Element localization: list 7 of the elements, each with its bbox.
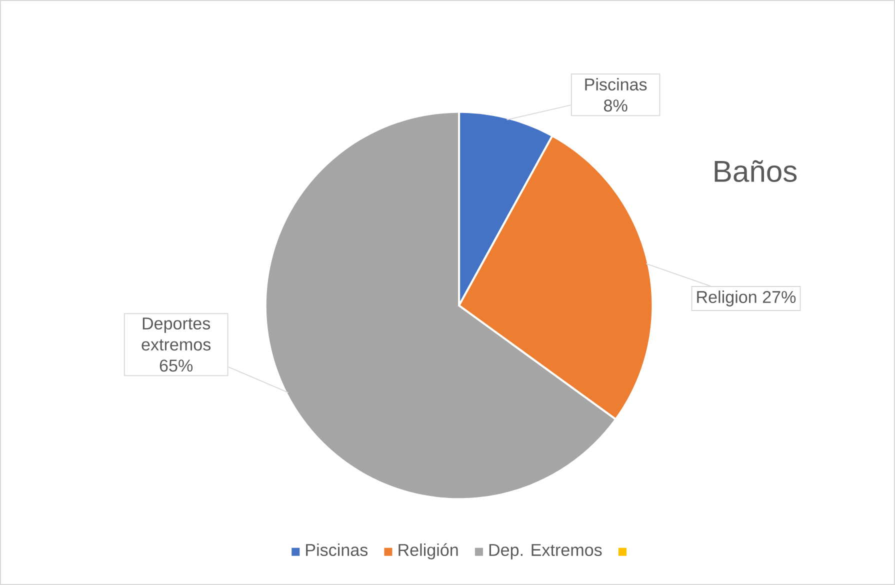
legend-label: Dep. Extremos	[489, 544, 602, 560]
data-label: Deportes extremos 65%	[142, 318, 211, 372]
data-label: Piscinas 8%	[585, 78, 647, 112]
legend-label: Religión	[398, 543, 458, 560]
data-label: Religion 27%	[697, 290, 796, 306]
legend-label: Piscinas	[306, 544, 368, 556]
text: Baños	[714, 160, 797, 182]
